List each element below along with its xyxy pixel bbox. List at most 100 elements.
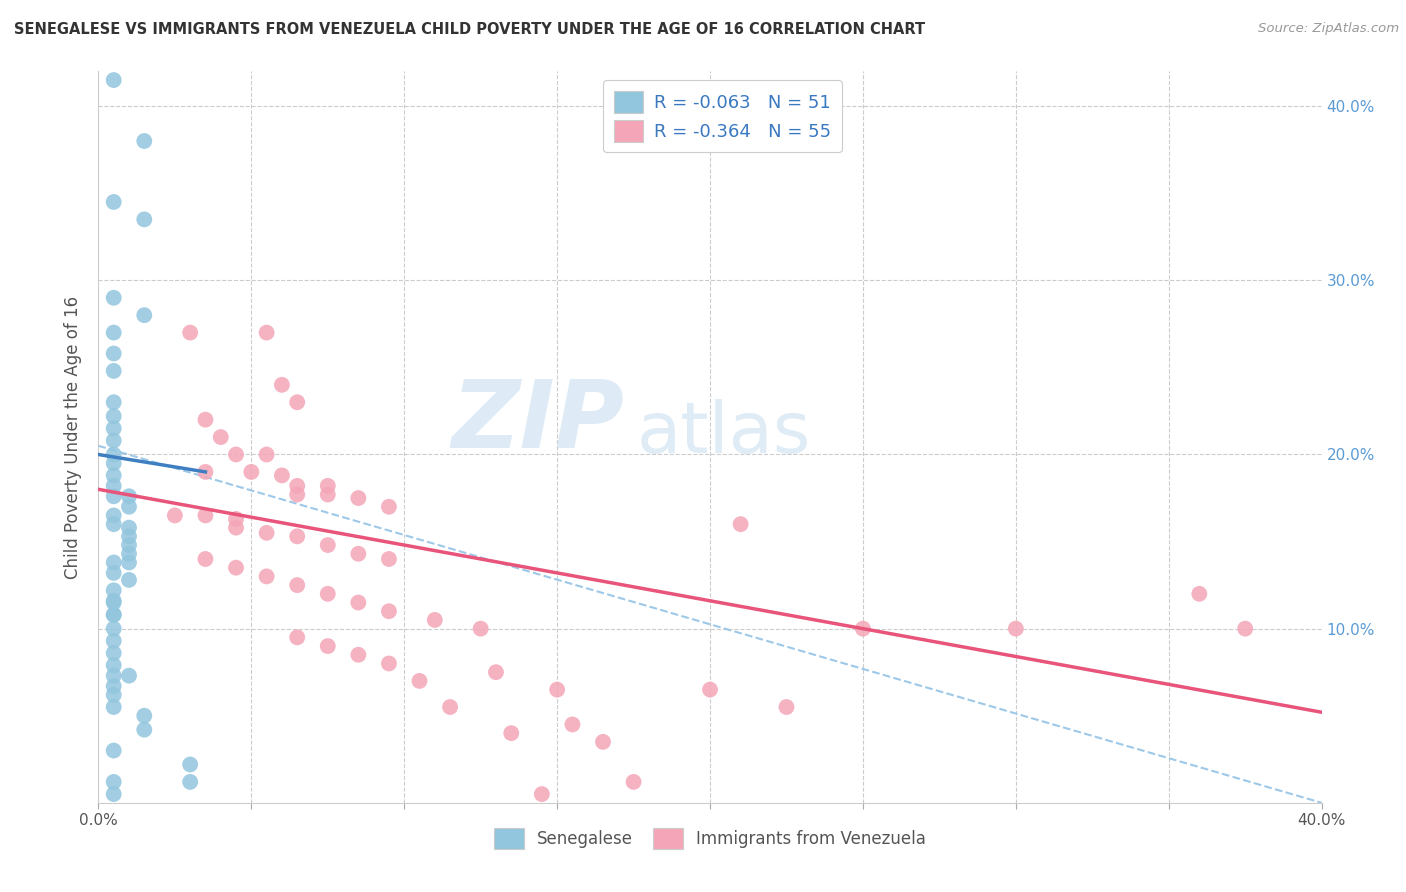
Point bbox=[103, 508, 125, 523]
Point bbox=[256, 326, 278, 340]
Point bbox=[194, 508, 217, 523]
Point bbox=[118, 668, 141, 682]
Point bbox=[103, 326, 125, 340]
Point bbox=[103, 787, 125, 801]
Point bbox=[439, 700, 461, 714]
Point bbox=[240, 465, 263, 479]
Point bbox=[103, 421, 125, 435]
Point bbox=[378, 500, 401, 514]
Point bbox=[423, 613, 446, 627]
Point bbox=[1188, 587, 1211, 601]
Point bbox=[103, 607, 125, 622]
Point bbox=[103, 607, 125, 622]
Text: SENEGALESE VS IMMIGRANTS FROM VENEZUELA CHILD POVERTY UNDER THE AGE OF 16 CORREL: SENEGALESE VS IMMIGRANTS FROM VENEZUELA … bbox=[14, 22, 925, 37]
Point bbox=[530, 787, 553, 801]
Point bbox=[118, 556, 141, 570]
Point bbox=[103, 448, 125, 462]
Point bbox=[103, 434, 125, 448]
Point bbox=[103, 583, 125, 598]
Point bbox=[103, 622, 125, 636]
Point bbox=[285, 479, 308, 493]
Point bbox=[103, 395, 125, 409]
Point bbox=[103, 409, 125, 424]
Point bbox=[546, 682, 568, 697]
Point bbox=[225, 512, 247, 526]
Point bbox=[103, 700, 125, 714]
Point bbox=[179, 775, 201, 789]
Point bbox=[470, 622, 492, 636]
Point bbox=[378, 552, 401, 566]
Point bbox=[103, 479, 125, 493]
Point bbox=[225, 521, 247, 535]
Point bbox=[103, 658, 125, 673]
Point bbox=[179, 326, 201, 340]
Point bbox=[316, 538, 339, 552]
Point bbox=[103, 73, 125, 87]
Point bbox=[118, 521, 141, 535]
Point bbox=[347, 547, 370, 561]
Point bbox=[1234, 622, 1257, 636]
Point bbox=[134, 723, 156, 737]
Text: Source: ZipAtlas.com: Source: ZipAtlas.com bbox=[1258, 22, 1399, 36]
Point bbox=[103, 346, 125, 360]
Point bbox=[163, 508, 186, 523]
Text: ZIP: ZIP bbox=[451, 376, 624, 468]
Point bbox=[194, 412, 217, 426]
Point bbox=[285, 631, 308, 645]
Point bbox=[256, 448, 278, 462]
Point bbox=[285, 578, 308, 592]
Point bbox=[209, 430, 232, 444]
Point bbox=[378, 604, 401, 618]
Point bbox=[103, 556, 125, 570]
Point bbox=[134, 308, 156, 322]
Point bbox=[103, 194, 125, 209]
Point bbox=[225, 560, 247, 574]
Legend: Senegalese, Immigrants from Venezuela: Senegalese, Immigrants from Venezuela bbox=[482, 817, 938, 860]
Point bbox=[103, 517, 125, 532]
Point bbox=[103, 566, 125, 580]
Point bbox=[194, 552, 217, 566]
Point bbox=[103, 633, 125, 648]
Point bbox=[285, 529, 308, 543]
Point bbox=[103, 595, 125, 609]
Point bbox=[134, 212, 156, 227]
Point bbox=[103, 668, 125, 682]
Point bbox=[852, 622, 875, 636]
Point bbox=[103, 646, 125, 660]
Point bbox=[225, 448, 247, 462]
Text: atlas: atlas bbox=[637, 399, 811, 468]
Point bbox=[118, 500, 141, 514]
Point bbox=[103, 743, 125, 757]
Point bbox=[408, 673, 430, 688]
Point bbox=[347, 648, 370, 662]
Point bbox=[134, 134, 156, 148]
Point bbox=[103, 775, 125, 789]
Point bbox=[592, 735, 614, 749]
Point bbox=[347, 595, 370, 609]
Point bbox=[118, 573, 141, 587]
Point bbox=[285, 487, 308, 501]
Point bbox=[699, 682, 721, 697]
Point bbox=[256, 569, 278, 583]
Point bbox=[118, 538, 141, 552]
Point bbox=[270, 377, 292, 392]
Point bbox=[285, 395, 308, 409]
Point bbox=[103, 489, 125, 503]
Point bbox=[485, 665, 508, 680]
Point bbox=[270, 468, 292, 483]
Point bbox=[103, 456, 125, 470]
Point bbox=[103, 468, 125, 483]
Y-axis label: Child Poverty Under the Age of 16: Child Poverty Under the Age of 16 bbox=[65, 295, 83, 579]
Point bbox=[378, 657, 401, 671]
Point bbox=[316, 487, 339, 501]
Point bbox=[1004, 622, 1026, 636]
Point bbox=[316, 639, 339, 653]
Point bbox=[118, 529, 141, 543]
Point bbox=[118, 489, 141, 503]
Point bbox=[316, 479, 339, 493]
Point bbox=[134, 708, 156, 723]
Point bbox=[623, 775, 645, 789]
Point bbox=[256, 525, 278, 540]
Point bbox=[103, 291, 125, 305]
Point bbox=[561, 717, 583, 731]
